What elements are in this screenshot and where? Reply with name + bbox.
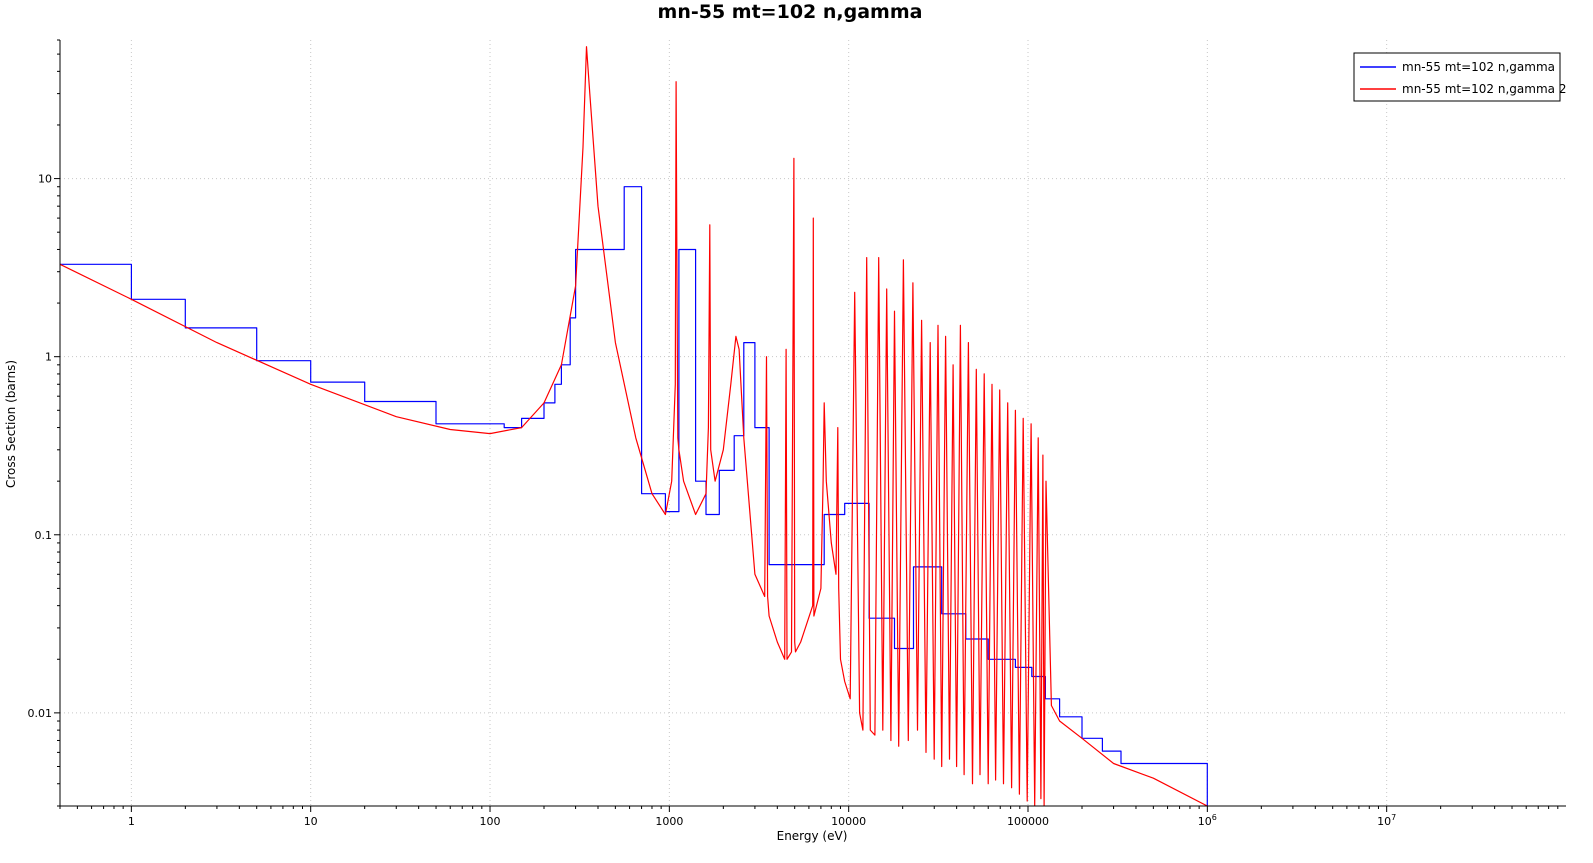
y-tick-label: 0.1 <box>35 529 53 542</box>
x-tick-label: 100 <box>480 815 501 828</box>
x-tick-label: 1 <box>128 815 135 828</box>
legend-label-2: mn-55 mt=102 n,gamma 2 <box>1402 82 1566 96</box>
plot-area <box>60 46 1208 806</box>
chart-title: mn-55 mt=102 n,gamma <box>658 1 923 23</box>
x-tick-label: 100000 <box>1007 815 1049 828</box>
y-tick-label: 1 <box>45 351 52 364</box>
y-tick-label: 0.01 <box>28 707 53 720</box>
legend-box <box>1353 52 1561 102</box>
x-tick-label: 1000 <box>655 815 683 828</box>
axes: 1 10 100 1000 10000 100000 106 107 10 1 0.1 0.01 <box>28 39 1566 828</box>
x-tick-label: 106 <box>1198 813 1217 828</box>
x-tick-label: 10000 <box>831 815 866 828</box>
legend-label-1: mn-55 mt=102 n,gamma <box>1402 60 1555 74</box>
x-tick-label: 10 <box>304 815 318 828</box>
y-tick-label: 10 <box>38 173 52 186</box>
x-tick-label: 107 <box>1377 813 1396 828</box>
x-axis-label: Energy (eV) <box>777 829 848 843</box>
series-line-2 <box>60 46 1208 806</box>
y-axis-label: Cross Section (barns) <box>4 360 18 488</box>
legend[interactable]: mn-55 mt=102 n,gamma mn-55 mt=102 n,gamma… <box>1353 52 1566 102</box>
